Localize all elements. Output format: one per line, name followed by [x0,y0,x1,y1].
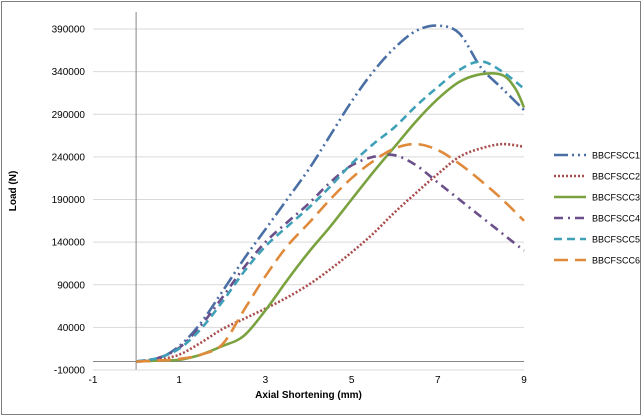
x-tick-label: -1 [89,375,98,386]
legend-label-3: BBCFSCC3 [592,193,640,203]
series-layer [135,24,526,363]
legend-label-5: BBCFSCC5 [592,235,640,245]
series-line-5 [135,60,525,363]
x-tick-label: 9 [521,375,527,386]
x-axis-title: Axial Shortening (mm) [255,390,362,401]
series-line-3 [136,72,526,363]
y-tick-label: 40000 [57,323,85,334]
y-tick-label: 390000 [52,25,86,36]
x-tick-label: 5 [349,375,355,386]
y-tick-label: 290000 [52,110,86,121]
series-line-6 [136,142,525,363]
y-tick-label: 240000 [52,152,86,163]
y-axis-title: Load (N) [8,171,19,212]
x-tick-label: 7 [435,375,441,386]
legend-label-2: BBCFSCC2 [592,172,640,182]
y-tick-label: 190000 [52,195,86,206]
y-tick-label: 140000 [52,238,86,249]
x-tick-label: 3 [263,375,269,386]
legend-label-1: BBCFSCC1 [592,151,640,161]
y-tick-label: -10000 [54,366,86,377]
axes [93,12,524,371]
series-line-2 [135,142,525,363]
x-tick-label: 1 [176,375,182,386]
series-line-1 [135,24,525,363]
legend: BBCFSCC1 BBCFSCC2 BBCFSCC3 BBCFSCC4 BBCFSCC5… [554,151,640,266]
legend-label-4: BBCFSCC4 [592,214,640,224]
y-tick-label: 340000 [52,67,86,78]
y-tick-label: 90000 [57,280,85,291]
gridlines [93,28,524,328]
tick-labels: -10000 40000 90000 140000 190000 240000 290000… [52,25,528,386]
series-line-4 [135,153,525,363]
legend-label-6: BBCFSCC6 [592,256,640,266]
